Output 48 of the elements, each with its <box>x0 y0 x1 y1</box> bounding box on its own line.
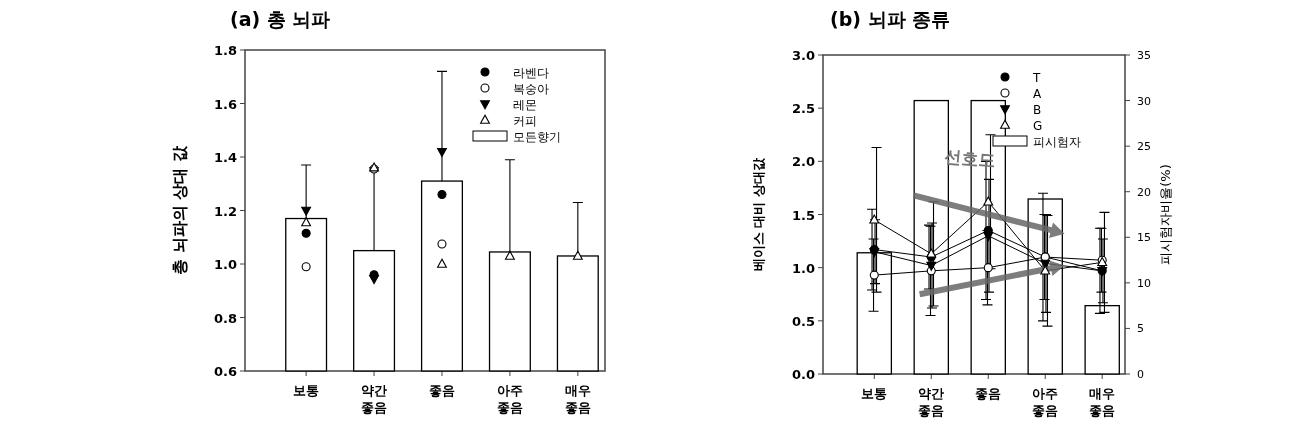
legend-label: A <box>1033 87 1042 101</box>
legend-label: 피시험자 <box>1033 135 1081 149</box>
y-tick-label: 1.6 <box>213 96 237 112</box>
y-tick-label: 1.0 <box>213 257 237 272</box>
x-tick-label: 매우 좋음 <box>564 383 591 415</box>
y-tick-label: 2.5 <box>791 101 815 117</box>
y2-tick-label: 25 <box>1137 140 1151 154</box>
y-tick-label: 0.6 <box>213 364 237 379</box>
x-tick-label: 약간 좋음 <box>361 383 388 415</box>
y-tick-label: 0.5 <box>791 313 815 329</box>
y2-tick-label: 35 <box>1137 49 1151 62</box>
y2-tick-label: 30 <box>1137 94 1151 108</box>
x-tick-label: 약간 좋음 <box>918 386 945 418</box>
x-tick-label: 매우 좋음 <box>1089 386 1116 418</box>
y-axis-title: 총 뇌파의 상대 값 <box>170 145 189 275</box>
x-tick-label: 좋음 <box>428 383 455 398</box>
legend-label: B <box>1033 103 1042 117</box>
y2-tick-label: 0 <box>1137 368 1144 381</box>
chart-title: (a) 총 뇌파 <box>230 8 331 30</box>
x-tick-label: 아주 좋음 <box>1032 386 1059 418</box>
y-tick-label: 1.0 <box>791 260 815 276</box>
y-tick-label: 0.0 <box>791 367 815 382</box>
chart-title: (b) 뇌파 종류 <box>830 8 951 30</box>
legend-label: 복숭아 <box>513 82 549 96</box>
y-tick-label: 1.2 <box>213 203 237 219</box>
y2-tick-label: 10 <box>1137 276 1151 290</box>
x-tick-label: 보통 <box>861 386 888 401</box>
y2-tick-label: 5 <box>1137 322 1144 336</box>
y-tick-label: 1.8 <box>213 43 237 58</box>
legend-label: 레몬 <box>513 98 537 112</box>
y2-tick-label: 20 <box>1137 185 1151 199</box>
y-tick-label: 1.5 <box>791 207 815 223</box>
y-tick-label: 0.8 <box>213 310 237 326</box>
legend-label: G <box>1033 119 1043 133</box>
x-tick-label: 보통 <box>293 383 320 398</box>
y-tick-label: 2.0 <box>791 154 815 170</box>
x-tick-label: 아주 좋음 <box>496 383 523 415</box>
annotation: 선호도 <box>943 146 997 171</box>
legend-label: 모든향기 <box>513 130 561 144</box>
legend-label: 커피 <box>513 114 537 128</box>
legend-label: T <box>1032 71 1041 85</box>
y2-axis-title: 피시험자비율(%) <box>1158 164 1173 265</box>
y-tick-label: 1.4 <box>213 150 237 165</box>
x-tick-label: 좋음 <box>975 386 1002 401</box>
y-axis-title: 베이스 대비 상대값 <box>751 156 766 272</box>
y2-tick-label: 15 <box>1137 231 1151 245</box>
y-tick-label: 3.0 <box>791 48 815 63</box>
legend-label: 라벤다 <box>513 66 549 80</box>
